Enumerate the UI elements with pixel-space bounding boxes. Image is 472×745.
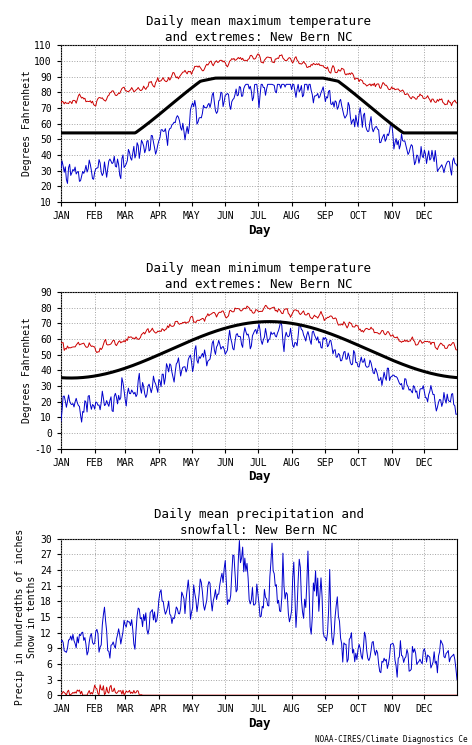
Text: NOAA-CIRES/Climate Diagnostics Ce: NOAA-CIRES/Climate Diagnostics Ce xyxy=(315,735,467,744)
Title: Daily mean precipitation and
snowfall: New Bern NC: Daily mean precipitation and snowfall: N… xyxy=(154,508,364,537)
X-axis label: Day: Day xyxy=(248,224,270,237)
Title: Daily mean minimum temperature
and extremes: New Bern NC: Daily mean minimum temperature and extre… xyxy=(146,261,371,291)
Title: Daily mean maximum temperature
and extremes: New Bern NC: Daily mean maximum temperature and extre… xyxy=(146,15,371,44)
Y-axis label: Degrees Fahrenheit: Degrees Fahrenheit xyxy=(22,317,32,423)
X-axis label: Day: Day xyxy=(248,470,270,484)
Y-axis label: Precip in hundredths of inches
Snow in tenths: Precip in hundredths of inches Snow in t… xyxy=(15,529,37,705)
X-axis label: Day: Day xyxy=(248,717,270,730)
Y-axis label: Degrees Fahrenheit: Degrees Fahrenheit xyxy=(22,71,32,177)
